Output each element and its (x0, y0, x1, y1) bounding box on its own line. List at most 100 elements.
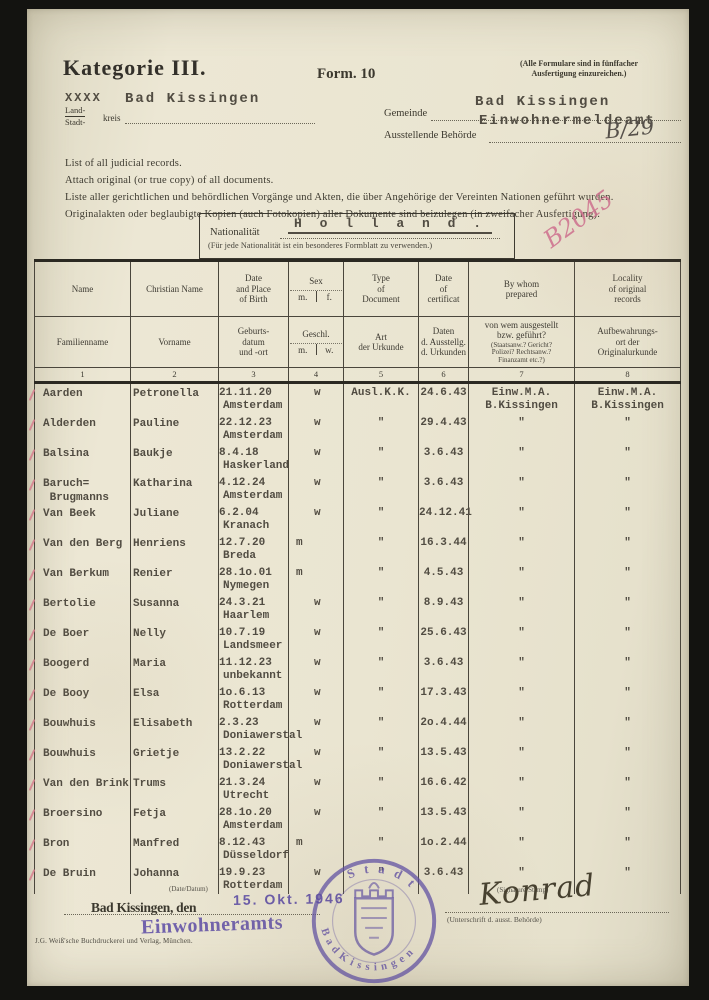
surname: Bouwhuis (43, 718, 96, 730)
surname: Bron (43, 838, 70, 850)
document-type: " (343, 774, 419, 804)
red-checkmark-icon (28, 749, 36, 761)
christian-name: Susanna (133, 598, 180, 610)
copies-note: (Alle Formulare sind in fünffacher Ausfe… (519, 59, 639, 78)
signature-fill-line (445, 900, 669, 913)
sex-label-de: Geschl. (302, 329, 330, 339)
handwritten-file-number: B/29 (603, 114, 656, 144)
instruction-line-2: Attach original (or true copy) of all do… (65, 175, 274, 186)
birth-date: 19.9.23 (219, 867, 266, 879)
certificate-date: 2o.4.44 (418, 714, 469, 744)
surname: Boogerd (43, 658, 90, 670)
document-type: " (343, 744, 419, 774)
prepared-by: " (468, 804, 575, 834)
records-locality: " (574, 534, 681, 564)
christian-name: Elsa (133, 688, 160, 700)
records-locality: " (574, 444, 681, 474)
birth-place: Haskerland (223, 459, 290, 472)
prepared-by: " (468, 864, 575, 894)
sex-female-value: w (314, 807, 321, 819)
col-locality-en: Locality of original records (574, 259, 681, 317)
certificate-date: 24.12.41 (418, 504, 472, 534)
table-row: De Boer Nelly 10.7.19 Landsmeer w " 25.6… (28, 624, 681, 654)
prepared-by: " (468, 474, 575, 504)
christian-name: Renier (133, 568, 173, 580)
christian-name: Trums (133, 778, 167, 790)
col-num-4: 4 (288, 367, 344, 383)
certificate-date: 13.5.43 (418, 744, 469, 774)
document-type: " (343, 654, 419, 684)
surname: Aarden (43, 388, 83, 400)
sex-female-value: w (314, 417, 321, 429)
instruction-line-3: Liste aller gerichtlichen und behördlich… (65, 192, 614, 203)
birth-place: Rotterdam (223, 699, 283, 712)
document-type: " (343, 804, 419, 834)
behoerde-label: Ausstellende Behörde (384, 130, 477, 141)
prepared-by: " (468, 534, 575, 564)
sex-female-value: w (314, 597, 321, 609)
birth-date: 8.4.18 (219, 447, 259, 459)
certificate-date: 29.4.43 (418, 414, 469, 444)
certificate-date: 16.6.42 (418, 774, 469, 804)
birth-date: 10.7.19 (219, 627, 266, 639)
seal-top-text: S t a d t (345, 862, 417, 892)
certificate-date: 24.6.43 (418, 382, 469, 414)
birth-date: 24.3.21 (219, 597, 266, 609)
header-row-english: Name Christian Name Date and Place of Bi… (34, 259, 681, 317)
instruction-line-1: List of all judicial records. (65, 158, 182, 169)
col-date-en: Date of certificat (418, 259, 469, 317)
records-locality: " (574, 414, 681, 444)
instruction-line-4: Originalakten oder beglaubigte Kopien (a… (65, 209, 601, 220)
certificate-date: 1o.2.44 (418, 834, 469, 864)
behoerde-stamped-value: Einwohnermeldeamt (479, 113, 656, 129)
red-checkmark-icon (28, 449, 36, 461)
nationality-fill-line (280, 228, 500, 239)
table-row: Broersino Fetja 28.1o.20 Amsterdam w " 1… (28, 804, 681, 834)
red-checkmark-icon (28, 659, 36, 671)
birth-place: Haarlem (223, 609, 270, 622)
signature-sub-caption: (Unterschrift d. ausst. Behörde) (447, 915, 542, 924)
printer-imprint: J.G. Weiß'sche Buchdruckerei und Verlag,… (35, 937, 193, 945)
red-checkmark-icon (28, 809, 36, 821)
prepared-by: " (468, 774, 575, 804)
birth-date: 8.12.43 (219, 837, 266, 849)
surname: Balsina (43, 448, 90, 460)
birth-date: 28.1o.01 (219, 567, 272, 579)
col-bywhom-en: By whom prepared (468, 259, 575, 317)
birth-place: Amsterdam (223, 429, 283, 442)
sex-male-value: m (296, 837, 303, 849)
col-num-3: 3 (218, 367, 289, 383)
col-christian-de: Vorname (130, 316, 219, 368)
table-row: Van den Brink Trums 21.3.24 Utrecht w " … (28, 774, 681, 804)
table-row: Van Berkum Renier 28.1o.01 Nymegen m " 4… (28, 564, 681, 594)
col-christian-en: Christian Name (130, 259, 219, 317)
surname: Van den Berg (43, 538, 123, 550)
birth-date: 6.2.04 (219, 507, 259, 519)
sex-female-value: w (314, 657, 321, 669)
surname: Van Berkum (43, 568, 110, 580)
table-row: Van Beek Juliane 6.2.04 Kranach w " 24.1… (28, 504, 681, 534)
table-row: Baruch= Brugmanns Katharina 4.12.24 Amst… (28, 474, 681, 504)
christian-name: Manfred (133, 838, 180, 850)
land-stadt-fraction: Land- Stadt- (65, 106, 86, 127)
sex-female-value: w (314, 477, 321, 489)
table-row: De Bruin Johanna 19.9.23 Rotterdam w " 3… (28, 864, 681, 894)
surname: De Booy (43, 688, 90, 700)
surname: Bertolie (43, 598, 96, 610)
surname: Van den Brink (43, 778, 129, 790)
red-checkmark-icon (28, 479, 36, 491)
sex-subcolumns-de: m. w. (290, 342, 343, 355)
christian-name: Katharina (133, 478, 193, 490)
records-locality: " (574, 714, 681, 744)
prepared-by: " (468, 504, 575, 534)
table-row: Bertolie Susanna 24.3.21 Haarlem w " 8.9… (28, 594, 681, 624)
sex-male-label-de: m. (298, 344, 308, 355)
certificate-date: 4.5.43 (418, 564, 469, 594)
nationality-stamped-value: H o l l a n d . (288, 216, 493, 234)
document-type: " (343, 474, 419, 504)
birth-date: 21.3.24 (219, 777, 266, 789)
col-birth-en: Date and Place of Birth (218, 259, 289, 317)
crossed-out-mark: XXXX (65, 91, 102, 105)
sex-female-label-de: w. (315, 343, 343, 355)
prepared-by: " (468, 744, 575, 774)
